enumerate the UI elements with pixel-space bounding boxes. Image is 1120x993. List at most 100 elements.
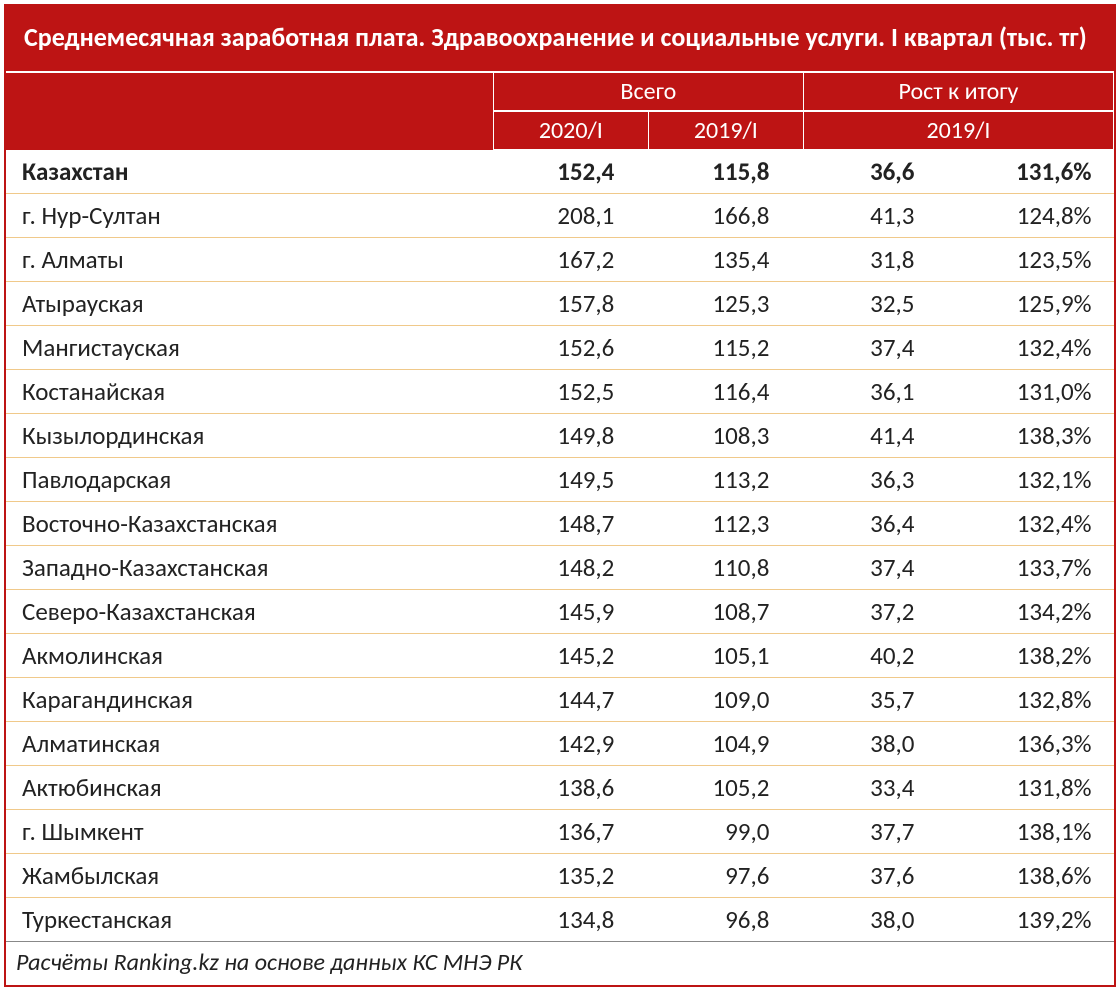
- table-row: Жамбылская135,297,637,6138,6%: [6, 854, 1114, 898]
- cell-growth-abs: 37,6: [803, 854, 958, 898]
- cell-value-2019: 116,4: [648, 370, 803, 414]
- cell-region-name: Карагандинская: [6, 678, 493, 722]
- cell-value-2020: 148,7: [493, 502, 648, 546]
- header-group-total: Всего: [493, 72, 803, 111]
- table-row: Восточно-Казахстанская148,7112,336,4132,…: [6, 502, 1114, 546]
- cell-region-name: Жамбылская: [6, 854, 493, 898]
- cell-value-2019: 109,0: [648, 678, 803, 722]
- cell-growth-pct: 123,5%: [958, 238, 1113, 282]
- cell-growth-abs: 36,1: [803, 370, 958, 414]
- table-footer: Расчёты Ranking.kz на основе данных КС М…: [6, 941, 1114, 985]
- table-row: Костанайская152,5116,436,1131,0%: [6, 370, 1114, 414]
- cell-region-name: Акмолинская: [6, 634, 493, 678]
- cell-growth-pct: 132,8%: [958, 678, 1113, 722]
- cell-growth-pct: 133,7%: [958, 546, 1113, 590]
- table-row: Актюбинская138,6105,233,4131,8%: [6, 766, 1114, 810]
- cell-value-2020: 145,2: [493, 634, 648, 678]
- cell-value-2020: 208,1: [493, 194, 648, 238]
- cell-growth-pct: 138,2%: [958, 634, 1113, 678]
- cell-value-2020: 136,7: [493, 810, 648, 854]
- cell-value-2019: 105,1: [648, 634, 803, 678]
- cell-growth-abs: 40,2: [803, 634, 958, 678]
- cell-value-2020: 134,8: [493, 898, 648, 942]
- table-row: Атырауская157,8125,332,5125,9%: [6, 282, 1114, 326]
- cell-value-2020: 152,5: [493, 370, 648, 414]
- cell-growth-pct: 134,2%: [958, 590, 1113, 634]
- cell-growth-pct: 125,9%: [958, 282, 1113, 326]
- cell-growth-abs: 32,5: [803, 282, 958, 326]
- cell-value-2020: 144,7: [493, 678, 648, 722]
- cell-region-name: Северо-Казахстанская: [6, 590, 493, 634]
- table-row: Туркестанская134,896,838,0139,2%: [6, 898, 1114, 942]
- table-row: Северо-Казахстанская145,9108,737,2134,2%: [6, 590, 1114, 634]
- cell-value-2019: 125,3: [648, 282, 803, 326]
- table-row: Павлодарская149,5113,236,3132,1%: [6, 458, 1114, 502]
- cell-growth-pct: 131,0%: [958, 370, 1113, 414]
- table-row: Казахстан152,4115,836,6131,6%: [6, 150, 1114, 194]
- cell-region-name: Алматинская: [6, 722, 493, 766]
- cell-growth-pct: 124,8%: [958, 194, 1113, 238]
- cell-value-2020: 152,4: [493, 150, 648, 194]
- table-row: Западно-Казахстанская148,2110,837,4133,7…: [6, 546, 1114, 590]
- cell-value-2019: 115,8: [648, 150, 803, 194]
- cell-value-2020: 152,6: [493, 326, 648, 370]
- cell-region-name: Костанайская: [6, 370, 493, 414]
- cell-region-name: Кызылординская: [6, 414, 493, 458]
- cell-value-2019: 97,6: [648, 854, 803, 898]
- cell-value-2019: 108,7: [648, 590, 803, 634]
- cell-value-2020: 135,2: [493, 854, 648, 898]
- table-row: Кызылординская149,8108,341,4138,3%: [6, 414, 1114, 458]
- cell-value-2019: 166,8: [648, 194, 803, 238]
- cell-value-2019: 110,8: [648, 546, 803, 590]
- table-row: г. Алматы167,2135,431,8123,5%: [6, 238, 1114, 282]
- cell-region-name: Туркестанская: [6, 898, 493, 942]
- cell-region-name: г. Нур-Султан: [6, 194, 493, 238]
- cell-growth-abs: 36,3: [803, 458, 958, 502]
- cell-growth-pct: 131,8%: [958, 766, 1113, 810]
- header-col-growth-base: 2019/I: [803, 111, 1113, 150]
- header-stub: [6, 72, 493, 150]
- cell-value-2020: 149,8: [493, 414, 648, 458]
- cell-value-2020: 149,5: [493, 458, 648, 502]
- cell-value-2020: 138,6: [493, 766, 648, 810]
- cell-growth-abs: 38,0: [803, 898, 958, 942]
- cell-region-name: Актюбинская: [6, 766, 493, 810]
- header-col-2019: 2019/I: [648, 111, 803, 150]
- cell-region-name: Западно-Казахстанская: [6, 546, 493, 590]
- cell-growth-pct: 138,1%: [958, 810, 1113, 854]
- table-body: Казахстан152,4115,836,6131,6%г. Нур-Султ…: [6, 150, 1114, 942]
- cell-value-2019: 108,3: [648, 414, 803, 458]
- table-title: Среднемесячная заработная плата. Здравоо…: [6, 6, 1114, 71]
- cell-region-name: г. Алматы: [6, 238, 493, 282]
- cell-growth-abs: 41,3: [803, 194, 958, 238]
- cell-growth-abs: 41,4: [803, 414, 958, 458]
- cell-region-name: Восточно-Казахстанская: [6, 502, 493, 546]
- cell-growth-abs: 31,8: [803, 238, 958, 282]
- cell-growth-abs: 38,0: [803, 722, 958, 766]
- cell-region-name: Атырауская: [6, 282, 493, 326]
- cell-value-2019: 115,2: [648, 326, 803, 370]
- cell-growth-pct: 132,4%: [958, 502, 1113, 546]
- header-col-2020: 2020/I: [493, 111, 648, 150]
- cell-region-name: Павлодарская: [6, 458, 493, 502]
- cell-growth-abs: 33,4: [803, 766, 958, 810]
- cell-growth-pct: 136,3%: [958, 722, 1113, 766]
- cell-region-name: г. Шымкент: [6, 810, 493, 854]
- cell-region-name: Казахстан: [6, 150, 493, 194]
- cell-value-2020: 142,9: [493, 722, 648, 766]
- cell-growth-abs: 37,7: [803, 810, 958, 854]
- table-row: Акмолинская145,2105,140,2138,2%: [6, 634, 1114, 678]
- cell-value-2019: 104,9: [648, 722, 803, 766]
- cell-growth-abs: 37,4: [803, 546, 958, 590]
- cell-growth-pct: 132,4%: [958, 326, 1113, 370]
- table-row: г. Нур-Султан208,1166,841,3124,8%: [6, 194, 1114, 238]
- table-container: Среднемесячная заработная плата. Здравоо…: [4, 4, 1116, 987]
- table-row: Алматинская142,9104,938,0136,3%: [6, 722, 1114, 766]
- cell-value-2020: 157,8: [493, 282, 648, 326]
- cell-growth-abs: 36,6: [803, 150, 958, 194]
- cell-value-2020: 167,2: [493, 238, 648, 282]
- table-header: Всего Рост к итогу 2020/I 2019/I 2019/I: [6, 72, 1114, 150]
- salary-table: Всего Рост к итогу 2020/I 2019/I 2019/I …: [6, 71, 1114, 941]
- cell-growth-abs: 35,7: [803, 678, 958, 722]
- header-group-growth: Рост к итогу: [803, 72, 1113, 111]
